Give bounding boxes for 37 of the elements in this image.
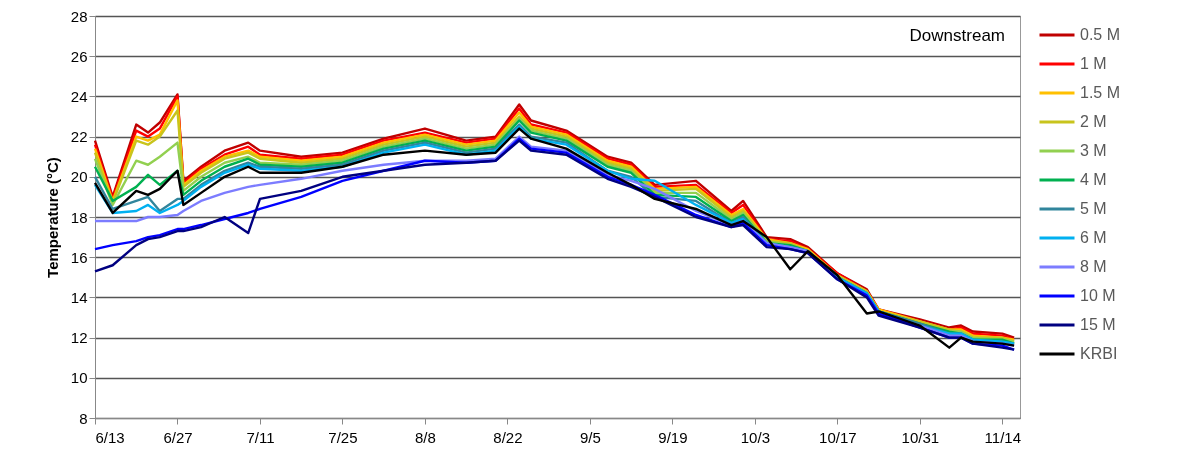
y-tick-label: 28 [70,7,88,25]
legend-label: 0.5 M [1080,26,1121,43]
x-tick-label: 7/25 [328,428,358,446]
x-tick-label: 10/17 [819,428,857,446]
y-tick-label: 24 [70,87,88,105]
legend-label: 10 M [1080,287,1116,304]
x-tick-label: 9/19 [658,428,688,446]
y-tick-label: 12 [70,329,88,347]
x-tick-label: 10/3 [740,428,770,446]
y-tick-label: 10 [70,369,88,387]
legend-label: 8 M [1080,258,1107,275]
legend-label: 4 M [1080,171,1107,188]
x-tick-label: 9/5 [579,428,601,446]
y-tick-label: 8 [79,409,88,427]
x-tick-label: 10/31 [901,428,940,446]
x-tick-label: 6/13 [95,428,125,446]
legend-label: 1.5 M [1080,84,1121,101]
legend-label: 1 M [1080,55,1107,72]
legend-label: 2 M [1080,113,1107,130]
y-tick-label: 22 [70,128,88,146]
y-axis-title: Temperature (°C) [43,157,61,278]
annotation: Downstream [909,26,1005,45]
y-tick-label: 20 [70,168,88,186]
y-tick-label: 26 [70,47,88,65]
x-tick-label: 7/11 [246,428,275,446]
legend-label: 6 M [1080,229,1107,246]
x-tick-label: 8/8 [415,428,436,446]
y-tick-label: 16 [70,248,88,266]
legend-label: 15 M [1080,316,1116,333]
y-tick-label: 18 [70,208,88,226]
legend-label: 3 M [1080,142,1107,159]
x-tick-label: 8/22 [493,428,523,446]
x-tick-label: 6/27 [163,428,193,446]
legend-label: 5 M [1080,200,1107,217]
x-tick-label: 11/14 [984,428,1022,446]
y-tick-label: 14 [70,288,88,306]
legend-label: KRBI [1080,345,1118,362]
